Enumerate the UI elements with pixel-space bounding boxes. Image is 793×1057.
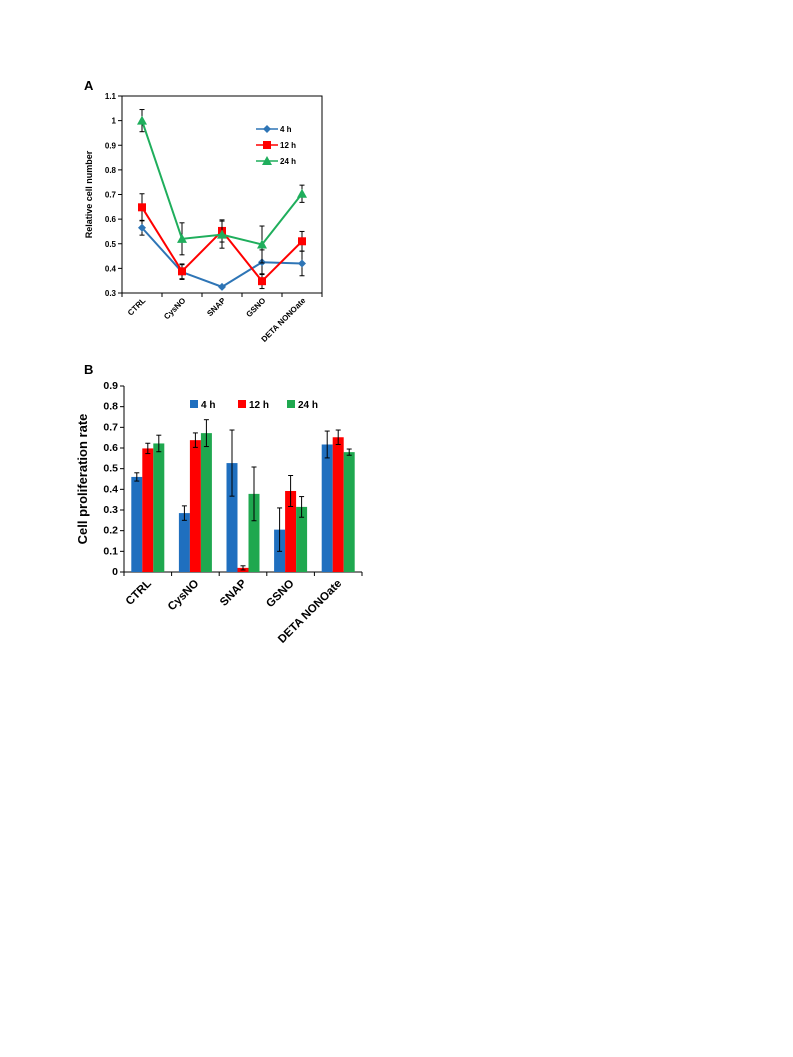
- y-tick-label: 0.3: [105, 289, 117, 298]
- legend-marker-12-h: [263, 141, 271, 149]
- y-axis-label: Cell proliferation rate: [75, 414, 90, 545]
- y-tick-label: 0.7: [105, 191, 117, 200]
- y-tick-label: 1: [112, 117, 117, 126]
- data-point-4-h-ctrl: [138, 223, 146, 232]
- legend-label-4-h: 4 h: [201, 400, 215, 411]
- category-label-gsno: GSNO: [264, 578, 296, 610]
- bar-24-h-gsno: [296, 506, 308, 572]
- bar-24-h-cysno: [200, 433, 212, 572]
- data-point-12-h-ctrl: [138, 203, 146, 212]
- category-label-snap: SNAP: [205, 296, 228, 319]
- legend-label-24-h: 24 h: [280, 157, 296, 166]
- bar-12-h-gsno: [285, 490, 297, 572]
- y-tick-label: 0.5: [105, 240, 117, 249]
- data-point-24-h-snap: [217, 229, 227, 239]
- data-point-24-h-gsno: [257, 239, 267, 249]
- data-point-24-h-deta-nonoate: [297, 188, 307, 198]
- legend-swatch-12-h: [238, 400, 246, 408]
- y-tick-label: 0.4: [105, 264, 117, 273]
- panel-letter-a: A: [84, 78, 94, 93]
- y-axis-label: Relative cell number: [84, 150, 94, 238]
- series-4-h: [131, 429, 333, 572]
- legend-swatch-24-h: [287, 400, 295, 408]
- bar-4-h-deta-nonoate: [321, 444, 333, 572]
- legend-label-4-h: 4 h: [280, 125, 292, 134]
- category-label-gsno: GSNO: [244, 296, 267, 319]
- panel-letter-b: B: [84, 362, 93, 377]
- y-tick-label: 0.8: [103, 401, 118, 413]
- y-tick-label: 0.9: [103, 380, 118, 392]
- y-tick-label: 0.1: [103, 545, 118, 557]
- category-label-cysno: CysNO: [162, 296, 187, 321]
- panel-a-axes: 0.3 0.4 0.5 0.6 0.7 0.8 0.9 1 1.1 Relative cell n…: [84, 78, 323, 298]
- data-point-12-h-deta-nonoate: [298, 237, 306, 246]
- legend-marker-4-h: [263, 125, 271, 133]
- series-24-h: [153, 419, 355, 572]
- legend-swatch-4-h: [190, 400, 198, 408]
- panel-b-axes: 0 0.1 0.2 0.3 0.4 0.5 0.6 0.7 0.8 0.9 Cell prolife…: [75, 362, 362, 578]
- legend-label-12-h: 12 h: [280, 141, 296, 150]
- category-label-cysno: CysNO: [166, 578, 202, 614]
- y-tick-label: 1.1: [105, 92, 117, 101]
- y-tick-label: 0.6: [103, 442, 118, 454]
- y-tick-label: 0.3: [103, 504, 118, 516]
- bar-12-h-cysno: [189, 440, 201, 572]
- bar-4-h-cysno: [178, 513, 190, 572]
- bar-4-h-snap: [226, 463, 238, 572]
- bar-12-h-deta-nonoate: [332, 437, 344, 572]
- y-tick-label: 0.6: [105, 215, 117, 224]
- category-label-ctrl: CTRL: [126, 296, 148, 318]
- category-label-snap: SNAP: [218, 577, 249, 608]
- legend-a: 4 h 12 h 24 h: [256, 125, 296, 166]
- bar-4-h-ctrl: [131, 476, 143, 572]
- y-tick-label: 0: [112, 566, 118, 578]
- y-tick-label: 0.7: [103, 421, 118, 433]
- legend-b: 4 h 12 h 24 h: [190, 400, 318, 411]
- legend-marker-24-h: [262, 156, 272, 165]
- y-tick-label: 0.4: [103, 483, 118, 495]
- category-label-ctrl: CTRL: [124, 578, 154, 608]
- bar-24-h-snap: [248, 493, 260, 572]
- y-tick-label: 0.8: [105, 166, 117, 175]
- data-point-24-h-cysno: [177, 233, 187, 243]
- bar-24-h-deta-nonoate: [343, 452, 355, 572]
- bar-12-h-ctrl: [142, 448, 154, 572]
- y-tick-label: 0.9: [105, 141, 117, 150]
- series-24-h: [137, 109, 307, 264]
- y-tick-label: 0.5: [103, 463, 118, 475]
- legend-label-12-h: 12 h: [249, 400, 269, 411]
- legend-label-24-h: 24 h: [298, 400, 318, 411]
- data-point-24-h-ctrl: [137, 115, 147, 125]
- data-point-12-h-cysno: [178, 267, 186, 276]
- y-tick-label: 0.2: [103, 525, 118, 537]
- data-point-4-h-deta-nonoate: [298, 259, 306, 268]
- series-12-h: [142, 429, 344, 572]
- data-point-12-h-gsno: [258, 277, 266, 286]
- data-point-4-h-snap: [218, 282, 226, 291]
- bar-24-h-ctrl: [153, 443, 165, 572]
